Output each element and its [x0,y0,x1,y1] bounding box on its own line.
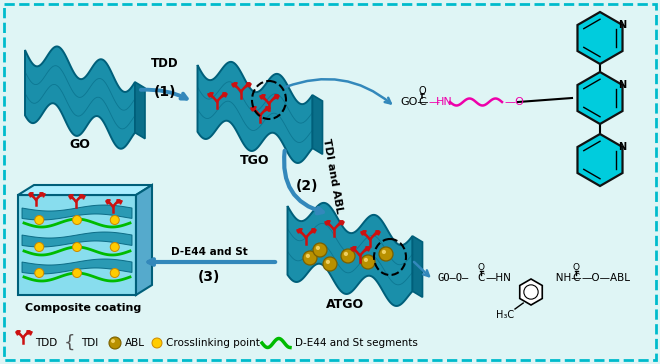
Polygon shape [578,12,622,64]
Circle shape [35,269,44,277]
Text: C: C [572,273,579,283]
Polygon shape [288,203,412,306]
Text: ABL: ABL [125,338,145,348]
Text: N: N [618,20,626,30]
Circle shape [344,252,348,256]
Polygon shape [136,185,152,295]
Text: —: — [428,97,439,107]
Circle shape [110,215,119,225]
Text: TDD: TDD [151,57,179,70]
Text: HN: HN [436,97,453,107]
Circle shape [110,269,119,277]
Text: GO—: GO— [400,97,428,107]
Text: O: O [477,264,484,273]
Text: —O—ABL: —O—ABL [581,273,630,283]
Text: C: C [418,97,426,107]
Polygon shape [135,82,145,139]
Polygon shape [18,195,136,295]
Text: —O: —O [504,97,524,107]
Text: GO: GO [69,138,90,151]
Circle shape [35,242,44,252]
Circle shape [313,243,327,257]
Text: {: { [64,334,76,352]
Circle shape [73,215,81,225]
Circle shape [111,339,115,343]
Circle shape [326,260,330,264]
Circle shape [361,255,375,269]
Circle shape [381,250,386,254]
Text: H₃C: H₃C [496,310,514,320]
Text: (2): (2) [296,179,318,193]
Text: NH—: NH— [546,273,581,283]
Circle shape [323,257,337,271]
Circle shape [73,269,81,277]
Circle shape [152,338,162,348]
Circle shape [73,242,81,252]
Text: ATGO: ATGO [326,298,364,311]
Polygon shape [25,47,135,149]
Polygon shape [197,62,312,163]
Circle shape [341,249,355,263]
Text: (3): (3) [198,270,220,284]
Text: N: N [618,142,626,152]
Circle shape [110,242,119,252]
Circle shape [303,251,317,265]
Text: TDI and ABL: TDI and ABL [321,138,345,214]
Text: Crosslinking point: Crosslinking point [166,338,260,348]
Text: TGO: TGO [240,154,270,167]
Polygon shape [519,279,543,305]
Circle shape [35,215,44,225]
Text: (1): (1) [154,85,176,99]
Polygon shape [22,232,132,247]
Text: —HN: —HN [486,273,512,283]
Text: GO—O—: GO—O— [438,273,469,283]
Circle shape [109,337,121,349]
Circle shape [379,247,393,261]
Polygon shape [578,134,622,186]
Text: TDI: TDI [81,338,98,348]
Circle shape [315,246,320,250]
FancyBboxPatch shape [4,4,656,360]
Circle shape [364,258,368,262]
Text: N: N [618,80,626,90]
Text: O: O [572,264,579,273]
Text: TDD: TDD [35,338,57,348]
Polygon shape [578,72,622,124]
Text: O: O [418,86,426,96]
Polygon shape [22,259,132,274]
Text: D-E44 and St: D-E44 and St [171,247,248,257]
Circle shape [306,254,310,258]
Polygon shape [412,236,422,297]
Polygon shape [312,95,323,154]
Text: C: C [477,273,484,283]
Polygon shape [22,205,132,220]
Polygon shape [18,185,152,195]
Text: Composite coating: Composite coating [25,303,141,313]
Text: D-E44 and St segments: D-E44 and St segments [295,338,418,348]
